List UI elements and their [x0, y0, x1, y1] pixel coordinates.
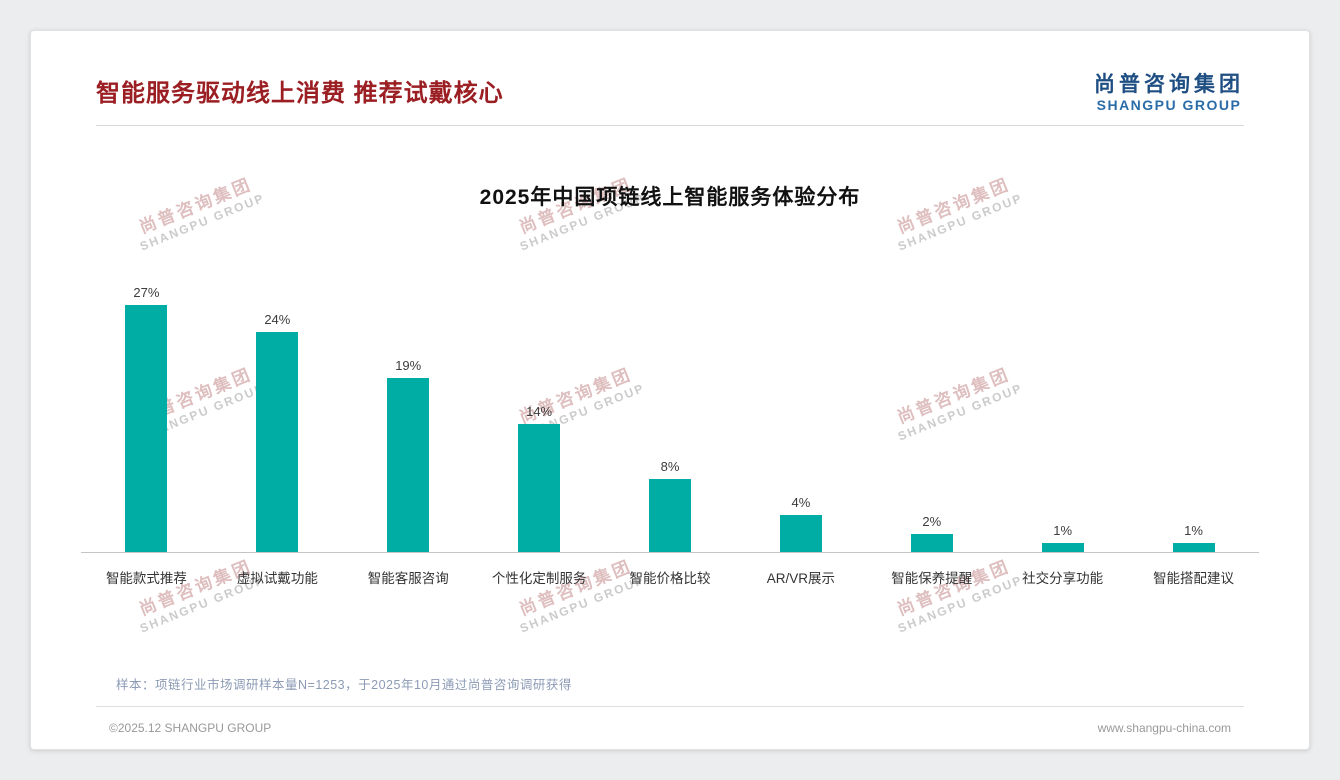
header: 智能服务驱动线上消费 推荐试戴核心 尚普咨询集团 SHANGPU GROUP — [31, 31, 1309, 113]
bar-value-label: 4% — [791, 495, 811, 511]
bar-column: 27% — [81, 285, 212, 553]
chart-title: 2025年中国项链线上智能服务体验分布 — [479, 186, 861, 210]
category-label: 智能客服咨询 — [367, 571, 449, 587]
bar-column: 1% — [1128, 523, 1259, 553]
bar-column: 2% — [866, 514, 997, 553]
copyright-text: ©2025.12 SHANGPU GROUP — [109, 721, 272, 735]
bar-value-label: 1% — [1053, 523, 1073, 539]
logo-cn-text: 尚普咨询集团 — [1094, 73, 1244, 96]
footer-divider — [96, 706, 1244, 707]
bar — [910, 534, 953, 553]
bar-column: 1% — [997, 523, 1128, 553]
bar-value-label: 27% — [133, 285, 160, 301]
page-title: 智能服务驱动线上消费 推荐试戴核心 — [96, 80, 504, 107]
bar-column: 14% — [474, 404, 605, 553]
bar — [256, 332, 299, 553]
bar-value-label: 14% — [526, 404, 553, 420]
bar-value-label: 2% — [922, 514, 942, 530]
slide-card: 尚普咨询集团 SHANGPU GROUP 尚普咨询集团 SHANGPU GROUP 尚普… — [30, 30, 1310, 750]
bar — [1172, 543, 1215, 553]
logo-en-text: SHANGPU GROUP — [1096, 97, 1242, 114]
category-label: 智能搭配建议 — [1153, 571, 1235, 587]
bar-chart: 2025年中国项链线上智能服务体验分布 27% 24% 19% 14% 8% 4% 2% 1%… — [31, 181, 1309, 587]
bar-value-label: 8% — [660, 459, 680, 475]
category-label: 虚拟试戴功能 — [236, 571, 318, 587]
category-label: AR/VR展示 — [766, 571, 836, 587]
category-label: 智能保养提醒 — [891, 571, 973, 587]
bar-column: 4% — [735, 495, 866, 553]
bar-value-label: 24% — [264, 312, 291, 328]
category-axis-labels: 智能款式推荐 虚拟试戴功能 智能客服咨询 个性化定制服务 智能价格比较 AR/VR展示 智能… — [81, 567, 1259, 587]
category-label: 智能款式推荐 — [105, 571, 187, 587]
bar-value-label: 1% — [1184, 523, 1203, 539]
bar-column: 19% — [343, 358, 474, 553]
bar — [649, 479, 691, 553]
category-label: 个性化定制服务 — [491, 571, 587, 587]
bar — [518, 424, 561, 553]
bar — [1041, 543, 1084, 553]
category-label: 社交分享功能 — [1022, 571, 1104, 587]
bar-column: 8% — [605, 459, 736, 553]
bar — [779, 515, 822, 553]
bar-value-label: 19% — [395, 358, 422, 374]
bar — [125, 305, 168, 553]
footer: ©2025.12 SHANGPU GROUP www.shangpu-china… — [109, 721, 1231, 735]
header-divider — [96, 125, 1244, 127]
logo: 尚普咨询集团 SHANGPU GROUP — [1094, 73, 1244, 113]
bar — [387, 378, 430, 553]
sample-note: 样本：项链行业市场调研样本量N=1253，于2025年10月通过尚普咨询调研获得 — [116, 678, 572, 692]
bar-column: 24% — [212, 312, 343, 553]
chart-plot-area: 27% 24% 19% 14% 8% 4% 2% 1% 1% — [81, 253, 1259, 554]
category-label: 智能价格比较 — [629, 571, 711, 587]
website-text: www.shangpu-china.com — [1097, 721, 1231, 735]
